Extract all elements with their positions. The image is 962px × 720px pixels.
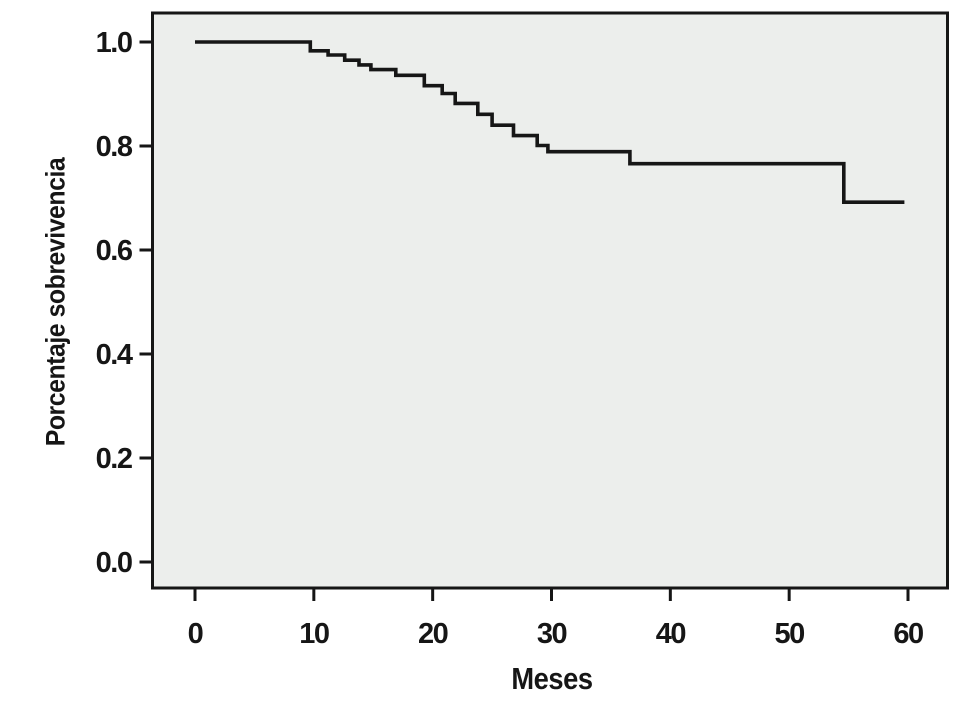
y-tick-label: 0.6 [96,235,133,267]
survival-step-line [195,40,905,204]
x-tick-label: 40 [656,618,686,650]
y-tick-label: 1.0 [96,27,132,59]
y-tick-label: 0.2 [96,443,132,475]
x-tick-label: 30 [537,618,567,650]
x-tick-label: 0 [188,618,203,650]
x-tick-label: 50 [775,618,805,650]
y-tick-label: 0.0 [96,547,132,579]
y-axis-title: Porcentaje sobrevivencia [40,157,71,447]
y-tick-label: 0.4 [96,339,133,371]
plot-area [151,11,949,590]
x-tick-label: 10 [299,618,329,650]
x-axis-title: Meses [511,661,593,696]
x-tick-label: 20 [418,618,448,650]
y-tick-label: 0.8 [96,131,133,163]
x-tick-label: 60 [893,618,923,650]
